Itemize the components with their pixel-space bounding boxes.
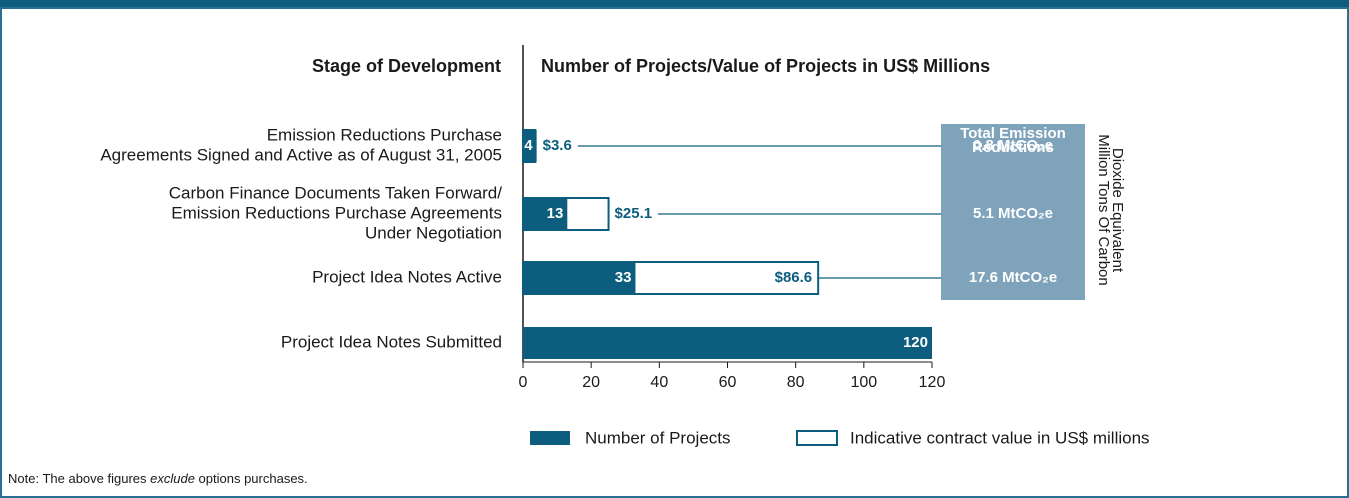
category-label: Project Idea Notes Active (312, 267, 502, 286)
legend-swatch (530, 431, 570, 445)
emission-axis-label: Dioxide Equivalent (1109, 148, 1126, 273)
x-tick-label: 100 (850, 374, 877, 391)
note-emphasis: exclude (150, 471, 195, 486)
count-label: 33 (615, 269, 632, 286)
value-label: $86.6 (775, 269, 813, 286)
emission-label: 17.6 MtCO₂e (969, 269, 1057, 286)
emission-label: 5.1 MtCO₂e (973, 205, 1053, 222)
legend-label: Indicative contract value in US$ million… (850, 428, 1150, 447)
note-text: options purchases. (195, 471, 308, 486)
note-text: Note: The above figures (8, 471, 150, 486)
x-tick-label: 40 (650, 374, 668, 391)
emission-axis-label: Million Tons Of Carbon (1095, 134, 1112, 285)
value-label: $25.1 (615, 205, 653, 222)
count-bar (523, 198, 568, 230)
category-label: Emission Reductions Purchase Agreements (171, 203, 502, 222)
frame (0, 7, 1349, 498)
emission-box-title: Total Emission (960, 125, 1066, 142)
count-bar (523, 327, 932, 359)
category-label: Carbon Finance Documents Taken Forward/ (169, 183, 503, 202)
legend-swatch (796, 430, 838, 446)
count-label: 4 (524, 137, 533, 154)
x-tick-label: 20 (582, 374, 600, 391)
x-tick-label: 60 (719, 374, 737, 391)
count-label: 13 (547, 205, 564, 222)
emission-box-title: Reductions (972, 139, 1054, 156)
emission-box (941, 124, 1085, 300)
chart-title: Number of Projects/Value of Projects in … (541, 56, 990, 76)
x-tick-label: 80 (787, 374, 805, 391)
value-label: $3.6 (543, 137, 572, 154)
category-label: Agreements Signed and Active as of Augus… (100, 145, 502, 164)
count-bar (523, 130, 537, 162)
category-label: Project Idea Notes Submitted (281, 332, 502, 351)
legend-label: Number of Projects (585, 428, 731, 447)
emission-label: 0.8 MtCO₂e (973, 137, 1053, 154)
category-label: Under Negotiation (365, 223, 502, 242)
x-tick-label: 0 (519, 374, 528, 391)
count-label: 120 (903, 334, 928, 351)
category-label: Emission Reductions Purchase (267, 125, 502, 144)
header-left: Stage of Development (312, 56, 501, 76)
count-bar (523, 262, 636, 294)
header-band (0, 0, 1349, 8)
note: Note: The above figures exclude options … (8, 471, 308, 486)
x-tick-label: 120 (919, 374, 946, 391)
